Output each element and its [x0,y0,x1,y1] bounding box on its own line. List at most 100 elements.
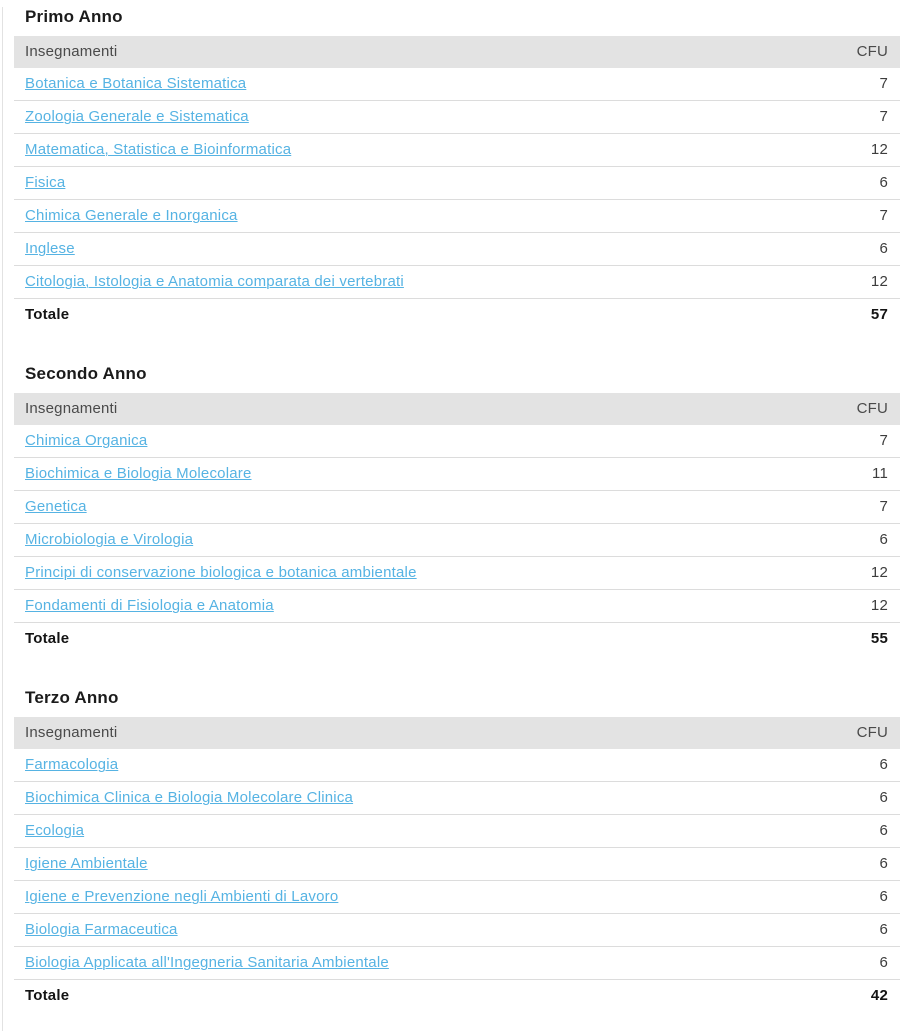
course-cell: Genetica [14,490,817,524]
course-row: Inglese 6 [14,232,900,266]
course-row: Ecologia 6 [14,814,900,848]
course-cell: Inglese [14,232,817,266]
course-link[interactable]: Igiene e Prevenzione negli Ambienti di L… [25,888,339,905]
course-plan-content: Primo Anno Insegnamenti CFU Botanica e B… [14,7,900,1012]
course-link[interactable]: Botanica e Botanica Sistematica [25,75,247,92]
course-link[interactable]: Zoologia Generale e Sistematica [25,108,249,125]
course-row: Matematica, Statistica e Bioinformatica … [14,133,900,167]
course-link[interactable]: Fondamenti di Fisiologia e Anatomia [25,597,274,614]
course-row: Chimica Generale e Inorganica 7 [14,199,900,233]
course-cfu: 6 [817,523,900,557]
course-cfu: 7 [817,199,900,233]
course-cfu: 12 [817,265,900,299]
course-link[interactable]: Chimica Generale e Inorganica [25,207,238,224]
column-header-insegnamenti: Insegnamenti [14,717,817,749]
course-link[interactable]: Ecologia [25,822,85,839]
course-link[interactable]: Microbiologia e Virologia [25,531,194,548]
course-link[interactable]: Biologia Applicata all'Ingegneria Sanita… [25,954,389,971]
course-cell: Zoologia Generale e Sistematica [14,100,817,134]
course-cell: Principi di conservazione biologica e bo… [14,556,817,590]
total-label: Totale [14,979,817,1012]
course-cfu: 6 [817,814,900,848]
course-link[interactable]: Biologia Farmaceutica [25,921,178,938]
column-header-cfu: CFU [817,36,900,68]
course-table: Insegnamenti CFU Chimica Organica 7 Bioc… [14,393,900,655]
course-cfu: 7 [879,432,888,449]
table-header-row: Insegnamenti CFU [14,36,900,68]
course-cfu: 7 [817,100,900,134]
total-label: Totale [14,298,817,331]
course-link[interactable]: Fisica [25,174,66,191]
course-cfu: 7 [879,75,888,92]
course-cfu: 11 [817,457,900,491]
course-rows: Chimica Organica 7 Biochimica e Biologia… [14,425,900,623]
course-cell: Microbiologia e Virologia [14,523,817,557]
left-border-line [2,7,3,1031]
course-cfu: 12 [817,556,900,590]
course-rows: Farmacologia 6 Biochimica Clinica e Biol… [14,749,900,980]
course-row: Microbiologia e Virologia 6 [14,523,900,557]
course-cell: Biochimica e Biologia Molecolare [14,457,817,491]
column-header-insegnamenti: Insegnamenti [14,36,817,68]
table-header-row: Insegnamenti CFU [14,717,900,749]
course-cell: Matematica, Statistica e Bioinformatica [14,133,817,167]
course-cfu: 6 [817,880,900,914]
course-link[interactable]: Igiene Ambientale [25,855,148,872]
course-row: Fisica 6 [14,166,900,200]
course-cell: Chimica Organica [14,425,817,458]
course-link[interactable]: Chimica Organica [25,432,148,449]
course-cell: Biologia Applicata all'Ingegneria Sanita… [14,946,817,980]
course-cell: Biologia Farmaceutica [14,913,817,947]
total-label: Totale [14,622,817,655]
course-cfu: 6 [879,756,888,773]
course-link[interactable]: Principi di conservazione biologica e bo… [25,564,417,581]
course-cfu: 6 [817,232,900,266]
course-link[interactable]: Biochimica Clinica e Biologia Molecolare… [25,789,354,806]
course-link[interactable]: Genetica [25,498,87,515]
course-cell: Biochimica Clinica e Biologia Molecolare… [14,781,817,815]
course-table: Insegnamenti CFU Farmacologia 6 Biochimi… [14,717,900,1012]
total-value: 42 [817,979,900,1012]
total-row: Totale 57 [14,298,900,331]
course-cell: Ecologia [14,814,817,848]
course-cfu: 6 [817,946,900,980]
total-row: Totale 42 [14,979,900,1012]
course-cfu: 6 [817,166,900,200]
total-value: 57 [817,298,900,331]
total-row: Totale 55 [14,622,900,655]
course-link[interactable]: Farmacologia [25,756,119,773]
course-row: Chimica Organica 7 [14,425,900,458]
course-row: Biologia Farmaceutica 6 [14,913,900,947]
column-header-cfu: CFU [817,393,900,425]
course-cfu: 6 [817,847,900,881]
course-table: Insegnamenti CFU Botanica e Botanica Sis… [14,36,900,331]
year-section: Secondo Anno Insegnamenti CFU Chimica Or… [14,364,900,655]
year-title: Secondo Anno [25,364,147,383]
course-cfu: 6 [817,913,900,947]
course-cell: Igiene Ambientale [14,847,817,881]
course-link[interactable]: Matematica, Statistica e Bioinformatica [25,141,292,158]
course-cfu: 7 [817,490,900,524]
course-link[interactable]: Inglese [25,240,75,257]
course-cell: Botanica e Botanica Sistematica [14,68,817,101]
course-row: Fondamenti di Fisiologia e Anatomia 12 [14,589,900,623]
course-row: Biochimica Clinica e Biologia Molecolare… [14,781,900,815]
course-row: Genetica 7 [14,490,900,524]
course-row: Zoologia Generale e Sistematica 7 [14,100,900,134]
course-row: Farmacologia 6 [14,749,900,782]
course-rows: Botanica e Botanica Sistematica 7 Zoolog… [14,68,900,299]
course-link[interactable]: Citologia, Istologia e Anatomia comparat… [25,273,404,290]
course-cell: Fondamenti di Fisiologia e Anatomia [14,589,817,623]
course-row: Igiene e Prevenzione negli Ambienti di L… [14,880,900,914]
course-cell: Igiene e Prevenzione negli Ambienti di L… [14,880,817,914]
course-row: Botanica e Botanica Sistematica 7 [14,68,900,101]
course-link[interactable]: Biochimica e Biologia Molecolare [25,465,252,482]
year-section: Primo Anno Insegnamenti CFU Botanica e B… [14,7,900,331]
course-row: Principi di conservazione biologica e bo… [14,556,900,590]
course-cell: Fisica [14,166,817,200]
course-row: Biochimica e Biologia Molecolare 11 [14,457,900,491]
year-section: Terzo Anno Insegnamenti CFU Farmacologia… [14,688,900,1012]
total-value: 55 [817,622,900,655]
course-row: Igiene Ambientale 6 [14,847,900,881]
column-header-insegnamenti: Insegnamenti [14,393,817,425]
